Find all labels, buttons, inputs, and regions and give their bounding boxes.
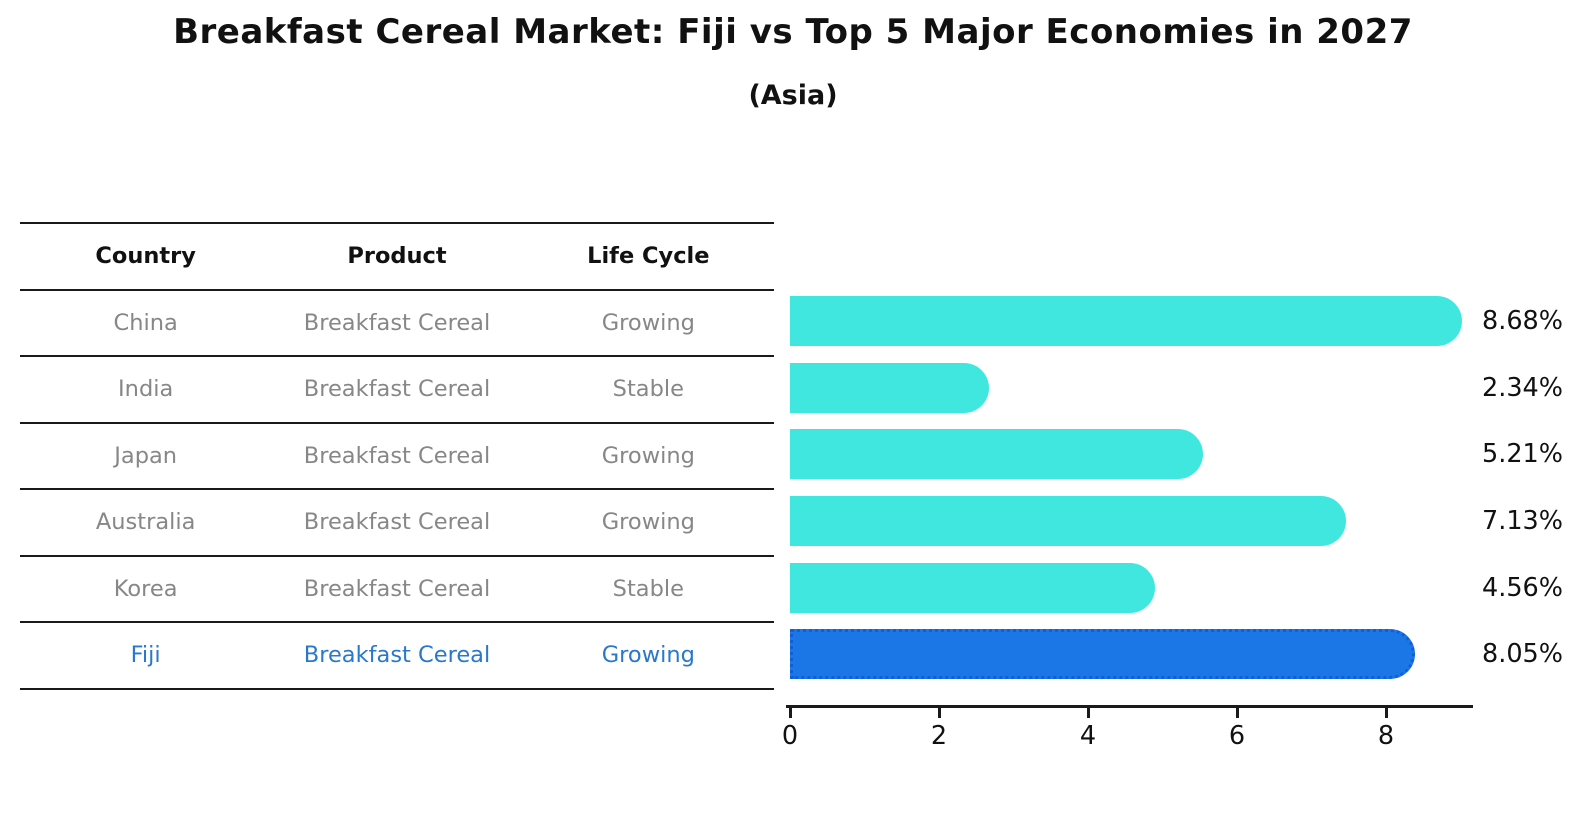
cell-product: Breakfast Cereal	[303, 309, 491, 336]
chart-title: Breakfast Cereal Market: Fiji vs Top 5 M…	[173, 12, 1413, 52]
cell-product: Breakfast Cereal	[303, 376, 491, 403]
cell-product: Breakfast Cereal	[303, 509, 491, 536]
bar-row	[790, 421, 1470, 488]
bar-chart	[790, 288, 1470, 688]
bar-row	[790, 488, 1470, 555]
cell-life-cycle: Growing	[601, 642, 695, 669]
x-tick-label: 0	[781, 721, 799, 751]
x-tick-label: 2	[930, 721, 948, 751]
column-header-country: Country	[95, 243, 196, 270]
table-row: Korea Breakfast Cereal Stable	[20, 557, 774, 623]
table-row: India Breakfast Cereal Stable	[20, 357, 774, 424]
cell-country: Australia	[95, 509, 196, 536]
cell-country: China	[113, 309, 178, 336]
table-row: Fiji Breakfast Cereal Growing	[20, 623, 774, 690]
value-label: 5.21%	[1482, 439, 1564, 470]
cell-life-cycle: Stable	[612, 575, 684, 602]
bar	[790, 496, 1347, 547]
cell-product: Breakfast Cereal	[303, 575, 491, 602]
table-row: Japan Breakfast Cereal Growing	[20, 424, 774, 490]
cell-country: India	[118, 376, 174, 403]
cell-life-cycle: Growing	[601, 509, 695, 536]
cell-product: Breakfast Cereal	[303, 442, 491, 469]
bar	[790, 362, 990, 413]
value-label: 8.68%	[1482, 306, 1564, 337]
x-tick-label: 4	[1079, 721, 1097, 751]
bar-row	[790, 621, 1470, 688]
bar-row	[790, 554, 1470, 621]
bar-row	[790, 355, 1470, 422]
bar	[790, 296, 1462, 347]
bar	[790, 562, 1155, 613]
x-tick-mark	[1086, 708, 1090, 718]
table-row: China Breakfast Cereal Growing	[20, 291, 774, 357]
x-tick-mark	[1384, 708, 1388, 718]
column-header-product: Product	[347, 243, 447, 270]
value-label: 2.34%	[1482, 372, 1564, 403]
column-header-life-cycle: Life Cycle	[587, 243, 710, 270]
value-label-column: 8.68% 2.34% 5.21% 7.13% 4.56% 8.05%	[1482, 288, 1563, 688]
table-row: Australia Breakfast Cereal Growing	[20, 490, 774, 557]
x-tick-label: 6	[1228, 721, 1246, 751]
cell-product: Breakfast Cereal	[303, 642, 491, 669]
country-table: Country Product Life Cycle China Breakfa…	[20, 222, 774, 690]
cell-life-cycle: Stable	[612, 376, 684, 403]
x-tick-mark	[788, 708, 792, 718]
x-axis: 0 2 4 6 8	[782, 705, 1473, 755]
cell-country: Korea	[113, 575, 178, 602]
value-label: 4.56%	[1482, 572, 1564, 603]
cell-country: Fiji	[130, 642, 161, 669]
bar	[790, 629, 1415, 680]
cell-country: Japan	[114, 442, 178, 469]
cell-life-cycle: Growing	[601, 309, 695, 336]
x-tick-mark	[937, 708, 941, 718]
x-tick-label: 8	[1377, 721, 1395, 751]
value-label: 8.05%	[1482, 639, 1564, 670]
table-header-row: Country Product Life Cycle	[20, 222, 774, 291]
x-axis-line	[786, 705, 1473, 708]
x-tick-mark	[1235, 708, 1239, 718]
bar-row	[790, 288, 1470, 355]
chart-subtitle: (Asia)	[748, 80, 838, 111]
bar	[790, 429, 1204, 480]
cell-life-cycle: Growing	[601, 442, 695, 469]
value-label: 7.13%	[1482, 506, 1564, 537]
